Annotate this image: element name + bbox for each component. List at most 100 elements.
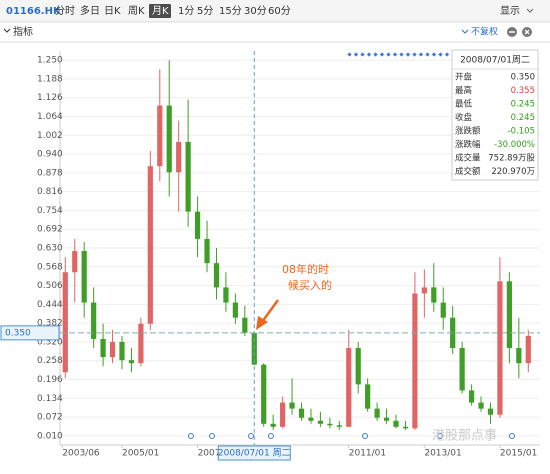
candle-body <box>298 408 305 418</box>
y-tick-label: 0.444 <box>37 300 63 310</box>
info-label: 成交量 <box>455 153 481 164</box>
x-tick-label: 2013/01 <box>424 449 461 459</box>
symbol: 01166.HK <box>6 6 62 17</box>
dividend-marker <box>509 433 515 439</box>
y-tick-label: 0.010 <box>37 431 63 441</box>
candle-body <box>213 263 220 288</box>
dividend-marker <box>248 433 254 439</box>
x-tick-label: 2011/01 <box>349 449 386 459</box>
info-value: -0.105 <box>508 127 535 137</box>
tab[interactable]: 分时 <box>55 5 75 17</box>
candle-body <box>223 287 229 303</box>
candle-body <box>308 417 314 421</box>
candle-body <box>336 425 342 427</box>
candle-body <box>525 335 531 364</box>
indicator-button[interactable]: 指标 <box>13 25 33 38</box>
y-tick-label: 1.002 <box>37 131 63 141</box>
annotation: 08年的时 <box>282 262 329 276</box>
tab-active-bg <box>149 4 171 18</box>
candle-body <box>374 408 380 418</box>
candle-body <box>261 364 267 424</box>
candle-body <box>346 348 352 427</box>
crosshair-y-box <box>0 325 60 341</box>
candle-body <box>280 402 286 427</box>
y-tick-label: 0.816 <box>37 187 63 197</box>
y-tick-label: 1.250 <box>37 56 63 66</box>
info-label: 最高 <box>455 85 472 96</box>
crosshair-y-label: 0.350 <box>5 328 31 338</box>
tab[interactable]: 月K <box>152 5 169 17</box>
candle-body <box>157 105 163 167</box>
y-tick-label: 0.940 <box>37 150 63 160</box>
tab[interactable]: 5分 <box>197 5 213 17</box>
chevron <box>526 8 534 13</box>
info-label: 涨跌幅 <box>455 139 481 150</box>
y-tick-label: 0.630 <box>37 244 63 254</box>
y-tick-label: 0.506 <box>37 281 63 291</box>
candle-body <box>393 420 399 427</box>
info-value: 220.970万 <box>491 167 535 177</box>
tab[interactable]: 日K <box>104 6 121 17</box>
candle-body <box>194 211 201 239</box>
y-tick-label: 1.126 <box>37 93 63 103</box>
candle-body <box>270 423 276 427</box>
candle-body <box>138 323 144 364</box>
tab[interactable]: 多日 <box>80 4 100 17</box>
chevron <box>461 29 469 34</box>
tab[interactable]: 15分 <box>219 5 242 17</box>
dividend-marker <box>268 433 274 439</box>
display-button[interactable]: 显示 <box>500 5 520 17</box>
candle-body <box>185 141 191 212</box>
candle-body <box>100 338 106 358</box>
y-tick-label: 0.320 <box>37 337 63 347</box>
info-value: 0.355 <box>511 86 535 96</box>
info-label: 成交额 <box>455 166 481 177</box>
candle-body <box>431 287 437 303</box>
candle-body <box>497 281 503 415</box>
annotation-arrow <box>260 299 280 323</box>
adjust-button[interactable]: 不复权 <box>471 26 498 38</box>
x-tick-label: 2007 <box>198 449 221 459</box>
candle-body <box>506 281 512 349</box>
candle-body <box>355 348 361 385</box>
candle-body <box>128 360 135 364</box>
candle-body <box>383 417 390 421</box>
candle-body <box>119 341 125 361</box>
candle-body <box>478 402 484 409</box>
tab[interactable]: 1分 <box>178 5 194 17</box>
candle-body <box>516 348 522 364</box>
candle-body <box>289 402 295 409</box>
candle-body <box>365 384 371 409</box>
y-tick-label: 0.134 <box>37 394 63 404</box>
info-value: 752.89万股 <box>488 154 535 164</box>
candle-body <box>62 272 68 373</box>
dividend-marker <box>437 433 443 439</box>
watermark: 港股那点事 <box>432 429 497 444</box>
info-value: 0.245 <box>511 113 535 123</box>
crosshair-x-box <box>217 445 291 461</box>
tab[interactable]: 30分 <box>244 5 267 17</box>
tabs: 分时 多日 日K 周K 月K 1分 5分 15分 30分 60分 <box>55 4 291 18</box>
info-value: -30.000% <box>494 140 535 150</box>
info-panel-bg <box>451 49 539 181</box>
annotation: 候买入的 <box>288 278 332 292</box>
candle-body <box>421 287 427 294</box>
plot: 0.010 0.072 0.134 0.196 0.258 0.320 0.382 0.444… <box>0 51 540 461</box>
candle-body <box>459 348 465 391</box>
tab[interactable]: 60分 <box>268 5 291 17</box>
candle-body <box>232 302 238 318</box>
y-tick-label: 0.072 <box>37 413 63 423</box>
x-tick-label: 2005/01 <box>122 449 159 459</box>
candle-body <box>487 408 494 415</box>
candle-body <box>440 302 446 318</box>
dividend-marker <box>362 433 368 439</box>
candle-body <box>412 293 418 429</box>
tab[interactable]: 周K <box>128 5 145 17</box>
y-tick-label: 0.196 <box>37 375 63 385</box>
info-label: 收盘 <box>455 112 473 123</box>
candle-body <box>402 426 409 429</box>
y-tick-label: 0.382 <box>37 319 63 329</box>
y-tick-label: 0.258 <box>37 356 63 366</box>
candle-body <box>166 105 172 173</box>
